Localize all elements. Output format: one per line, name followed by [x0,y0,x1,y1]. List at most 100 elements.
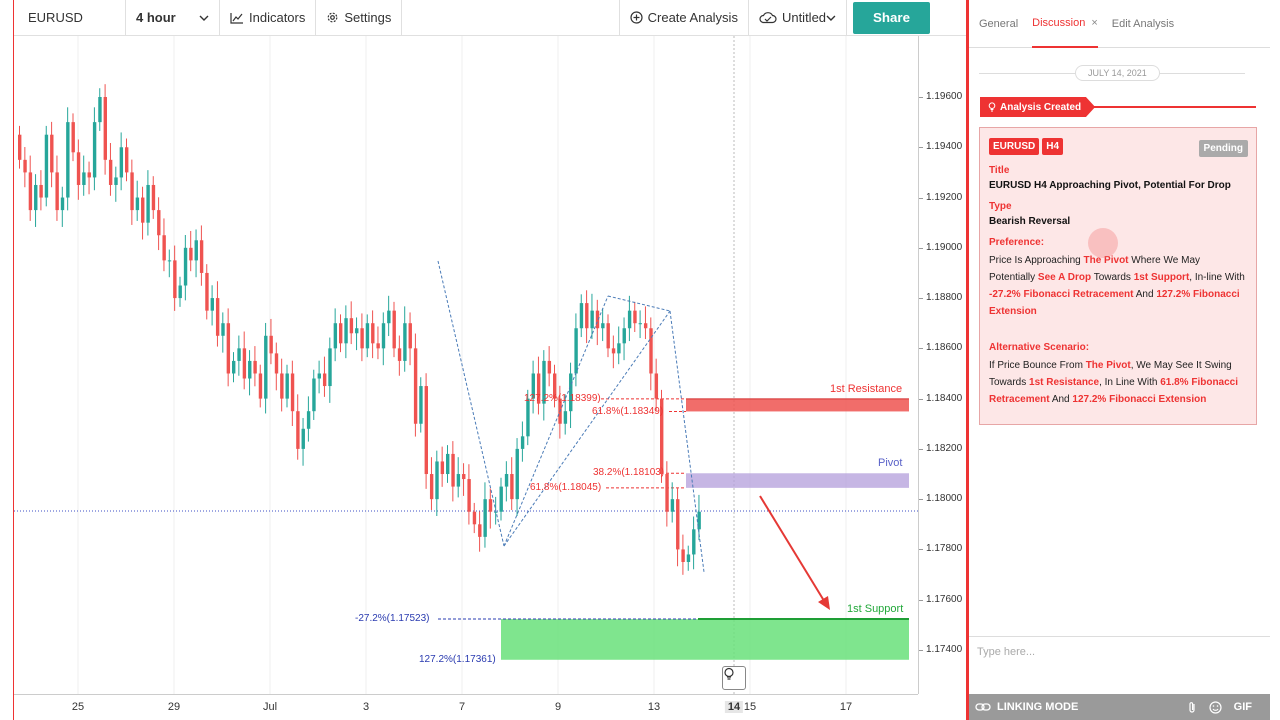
link-icon[interactable] [975,701,991,713]
title-value: EURUSD H4 Approaching Pivot, Potential F… [989,180,1231,191]
interval-label: 4 hour [136,10,176,25]
alternative-heading: Alternative Scenario: [989,342,1090,353]
candle-body [103,97,107,160]
candle-body [317,373,321,379]
preference-text: Price Is Approaching The Pivot Where We … [989,252,1247,320]
candle-body [258,373,263,399]
time-tick-label: 13 [647,701,661,713]
text-part: And [1049,394,1073,405]
create-analysis-label: Create Analysis [647,10,738,25]
settings-button[interactable]: Settings [316,0,403,36]
candle-body [189,247,193,261]
candle-body [71,122,75,153]
candle-body [328,348,332,387]
lightbulb-icon [724,667,734,680]
candle-body [183,247,188,286]
text-highlight: The Pivot [1083,255,1129,266]
share-button[interactable]: Share [852,1,930,34]
candle-body [162,235,166,261]
gif-button[interactable]: GIF [1233,701,1252,713]
candle-body [504,474,509,487]
candle-body [526,398,530,437]
candle-body [595,310,600,329]
candle-body [520,436,525,449]
time-tick-label: 14 [724,701,744,713]
symbol-selector[interactable]: EURUSD [14,0,126,36]
candle-body [210,298,214,311]
candle-body [119,147,124,178]
text-highlight: 127.2% Fibonacci Extension [1072,394,1207,405]
candle-body [536,373,541,404]
text-highlight: The Pivot [1085,360,1131,371]
candle-body [349,318,354,334]
candle-body [125,147,129,173]
candle-body [232,360,236,374]
candle-body [290,373,295,412]
candle-body [242,348,247,379]
price-tick-mark [919,298,923,300]
price-tick-mark [919,448,923,450]
candle-body [611,348,616,354]
candle-body [472,511,477,525]
candle-body [408,323,412,349]
idea-bulb-button[interactable] [722,666,746,690]
candle-body [34,184,38,211]
create-analysis-button[interactable]: Create Analysis [620,0,749,36]
lightbulb-icon [988,102,996,112]
tab-discussion[interactable]: Discussion × [1032,0,1098,48]
price-chart[interactable]: 1.19600 1.19400 1.19200 1.19000 1.18800 1.186… [14,36,966,720]
time-axis[interactable]: 25 29 Jul 3 7 9 13 14 15 17 [14,694,918,720]
candle-body [264,335,268,399]
price-tick-mark [919,398,923,400]
toolbar-spacer [402,0,620,36]
chevron-down-icon [199,15,209,21]
price-tick-label: 1.19000 [926,241,963,253]
candle-body [141,197,145,223]
candle-body [365,323,370,349]
preference-heading: Preference: [989,237,1045,248]
candle-body [510,474,514,500]
candle-body [488,499,493,512]
candle-body [622,328,626,344]
tab-general[interactable]: General [979,0,1018,48]
layout-name-dropdown[interactable]: Untitled [749,0,847,36]
close-icon[interactable]: × [1091,16,1098,29]
interval-dropdown[interactable]: 4 hour [126,0,220,36]
indicators-button[interactable]: Indicators [220,0,317,36]
chart-toolbar: EURUSD 4 hour Indicators Settings Create… [14,0,966,36]
candle-body [676,499,680,550]
emoji-icon[interactable] [1209,700,1222,714]
candle-body [451,453,455,487]
candle-body [515,448,519,500]
tab-edit-analysis-label: Edit Analysis [1111,17,1175,30]
candle-body [638,323,642,325]
paperclip-icon[interactable] [1187,701,1197,714]
price-tick-label: 1.19600 [926,91,963,102]
candle-body [237,348,241,361]
candle-body [173,260,177,299]
candle-body [601,323,605,329]
analysis-panel: General Discussion × Edit Analysis JULY 1… [966,0,1270,720]
symbol-label: EURUSD [28,10,83,25]
text-highlight: 1st Resistance [1029,377,1100,388]
message-input[interactable]: Type here... [969,636,1270,666]
candle-body [371,323,375,344]
chart-canvas[interactable] [14,36,918,694]
panel-tabs: General Discussion × Edit Analysis [969,0,1270,48]
layout-name-label: Untitled [781,10,827,25]
candle-body [381,323,386,349]
price-axis[interactable]: 1.19600 1.19400 1.19200 1.19000 1.18800 1.186… [918,36,966,694]
candle-body [424,386,428,475]
candle-body [108,159,113,185]
status-badge: Pending [1198,140,1248,157]
linking-mode-label[interactable]: LINKING MODE [997,701,1079,713]
price-tick-mark [919,348,923,350]
tab-edit-analysis[interactable]: Edit Analysis [1112,0,1174,48]
indicators-icon [230,12,244,24]
candle-body [392,310,396,349]
alternative-text: If Price Bounce From The Pivot, We May S… [989,357,1247,408]
candle-body [151,184,156,211]
time-tick-label: 29 [167,701,181,713]
symbol-chip: EURUSD [989,138,1040,155]
